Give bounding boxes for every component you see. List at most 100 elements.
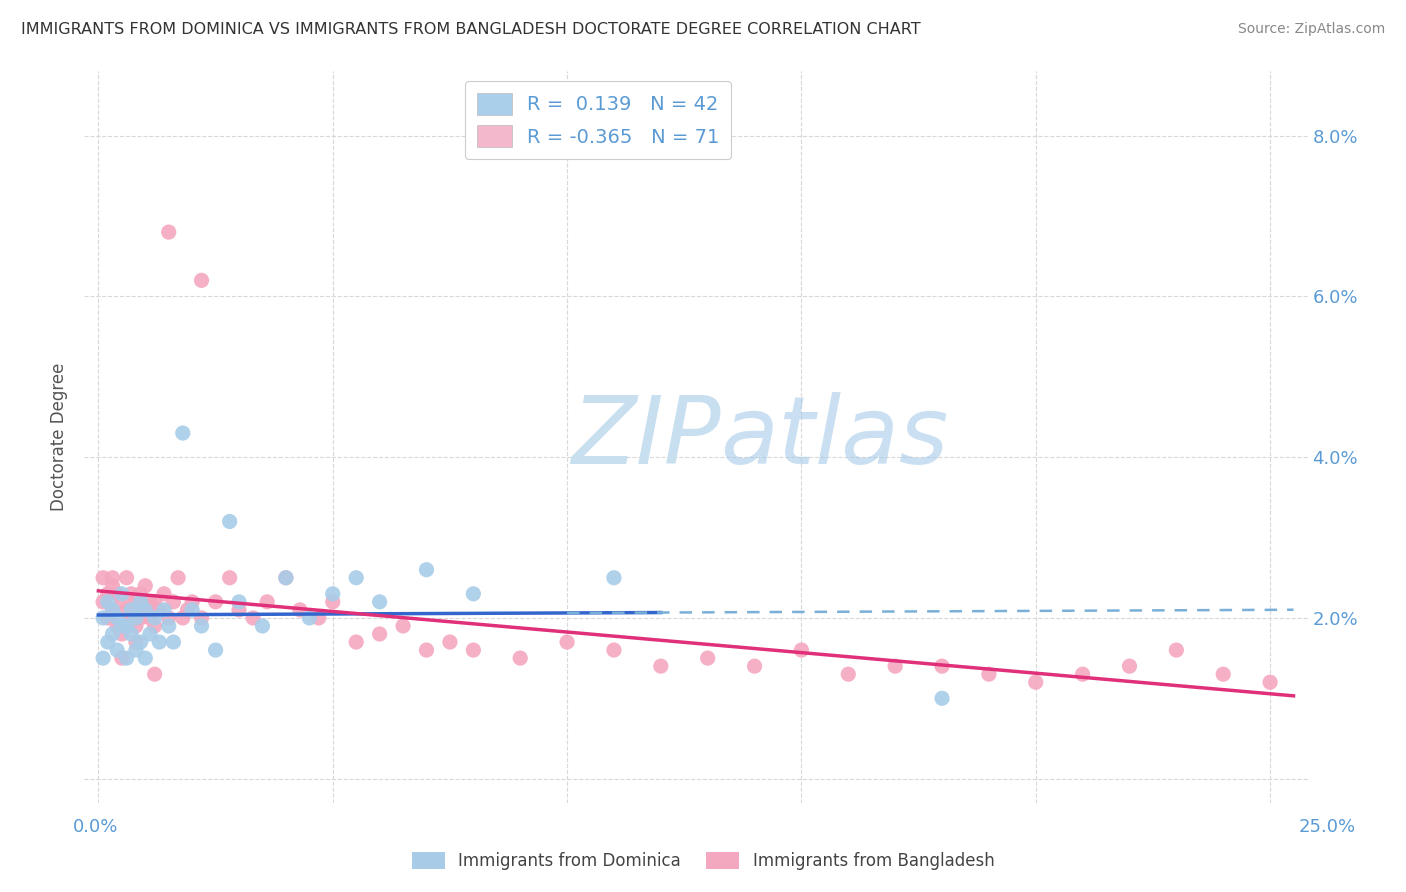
Point: [172, 425, 194, 440]
Point: [148, 603, 170, 617]
Point: [139, 611, 162, 625]
Text: IMMIGRANTS FROM DOMINICA VS IMMIGRANTS FROM BANGLADESH DOCTORATE DEGREE CORRELAT: IMMIGRANTS FROM DOMINICA VS IMMIGRANTS F…: [21, 22, 921, 37]
Point: [603, 571, 626, 585]
Point: [190, 619, 212, 633]
Point: [392, 619, 415, 633]
Point: [143, 595, 166, 609]
Point: [97, 595, 120, 609]
Point: [1166, 643, 1188, 657]
Point: [125, 619, 148, 633]
Point: [176, 603, 198, 617]
Point: [143, 611, 166, 625]
Point: [463, 643, 485, 657]
Point: [115, 603, 138, 617]
Point: [344, 571, 367, 585]
Point: [91, 595, 114, 609]
Point: [696, 651, 718, 665]
Point: [204, 643, 226, 657]
Point: [134, 579, 156, 593]
Point: [139, 627, 162, 641]
Point: [167, 571, 190, 585]
Point: [101, 627, 124, 641]
Point: [931, 659, 953, 673]
Point: [115, 651, 138, 665]
Point: [148, 635, 170, 649]
Point: [120, 603, 142, 617]
Point: [115, 571, 138, 585]
Point: [105, 643, 128, 657]
Point: [97, 587, 120, 601]
Point: [603, 643, 626, 657]
Point: [125, 611, 148, 625]
Point: [884, 659, 907, 673]
Point: [256, 595, 278, 609]
Legend: R =  0.139   N = 42, R = -0.365   N = 71: R = 0.139 N = 42, R = -0.365 N = 71: [465, 81, 731, 159]
Point: [977, 667, 1000, 681]
Point: [1118, 659, 1140, 673]
Point: [190, 611, 212, 625]
Point: [415, 563, 437, 577]
Point: [931, 691, 953, 706]
Point: [308, 611, 330, 625]
Point: [101, 603, 124, 617]
Point: [368, 627, 391, 641]
Point: [463, 587, 485, 601]
Point: [274, 571, 297, 585]
Point: [101, 571, 124, 585]
Point: [172, 611, 194, 625]
Point: [97, 611, 120, 625]
Point: [218, 515, 240, 529]
Point: [157, 611, 180, 625]
Y-axis label: Doctorate Degree: Doctorate Degree: [51, 363, 69, 511]
Text: 25.0%: 25.0%: [1299, 818, 1355, 836]
Point: [162, 595, 184, 609]
Text: 0.0%: 0.0%: [73, 818, 118, 836]
Point: [111, 595, 134, 609]
Point: [105, 587, 128, 601]
Point: [91, 651, 114, 665]
Point: [129, 635, 152, 649]
Point: [744, 659, 766, 673]
Point: [129, 611, 152, 625]
Point: [190, 273, 212, 287]
Point: [129, 587, 152, 601]
Point: [125, 595, 148, 609]
Point: [1258, 675, 1281, 690]
Point: [143, 619, 166, 633]
Point: [288, 603, 311, 617]
Point: [139, 595, 162, 609]
Point: [181, 595, 204, 609]
Point: [120, 587, 142, 601]
Point: [218, 571, 240, 585]
Point: [368, 595, 391, 609]
Point: [134, 651, 156, 665]
Point: [1025, 675, 1047, 690]
Point: [91, 571, 114, 585]
Point: [228, 603, 250, 617]
Point: [415, 643, 437, 657]
Point: [120, 611, 142, 625]
Point: [143, 667, 166, 681]
Point: [439, 635, 461, 649]
Text: ZIP: ZIP: [571, 392, 720, 483]
Point: [157, 225, 180, 239]
Point: [115, 619, 138, 633]
Point: [204, 595, 226, 609]
Point: [1212, 667, 1234, 681]
Point: [157, 619, 180, 633]
Point: [120, 627, 142, 641]
Point: [298, 611, 321, 625]
Point: [111, 587, 134, 601]
Point: [1071, 667, 1094, 681]
Point: [97, 635, 120, 649]
Point: [274, 571, 297, 585]
Point: [650, 659, 672, 673]
Point: [91, 611, 114, 625]
Point: [344, 635, 367, 649]
Point: [162, 635, 184, 649]
Point: [153, 587, 176, 601]
Point: [125, 635, 148, 649]
Point: [837, 667, 859, 681]
Point: [111, 651, 134, 665]
Point: [790, 643, 813, 657]
